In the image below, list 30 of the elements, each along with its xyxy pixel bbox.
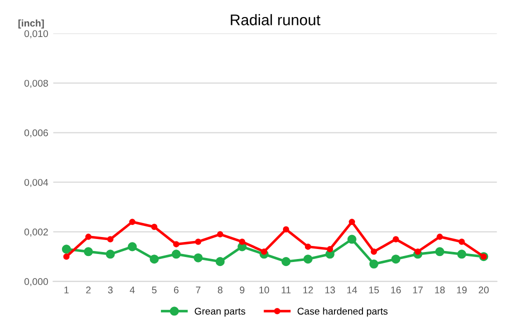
x-tick-label: 9 bbox=[240, 286, 244, 294]
x-tick-label: 7 bbox=[196, 286, 200, 294]
y-tick-label: 0,008 bbox=[24, 80, 48, 88]
x-tick-label: 18 bbox=[435, 286, 445, 294]
y-tick-label: 0,002 bbox=[24, 228, 48, 237]
legend-label: Grean parts bbox=[194, 308, 246, 317]
x-tick-label: 10 bbox=[259, 286, 270, 294]
y-axis-title: [inch] bbox=[18, 19, 44, 29]
x-tick-label: 13 bbox=[325, 286, 335, 294]
y-tick-label: 0,006 bbox=[24, 129, 48, 138]
x-tick-label: 8 bbox=[218, 286, 222, 294]
x-tick-label: 12 bbox=[303, 286, 313, 294]
x-tick-label: 6 bbox=[174, 286, 178, 294]
x-tick-label: 1 bbox=[64, 286, 69, 294]
x-tick-label: 15 bbox=[369, 286, 379, 294]
x-tick-label: 20 bbox=[478, 286, 489, 294]
x-tick-label: 2 bbox=[86, 286, 91, 294]
chart-title: Radial runout bbox=[230, 14, 320, 26]
x-tick-label: 5 bbox=[152, 286, 157, 294]
x-tick-label: 3 bbox=[108, 286, 113, 294]
x-tick-label: 11 bbox=[282, 286, 291, 294]
y-tick-label: 0,000 bbox=[24, 278, 48, 286]
legend-label: Case hardened parts bbox=[298, 308, 388, 317]
y-tick-label: 0,004 bbox=[24, 178, 48, 188]
x-tick-label: 16 bbox=[391, 286, 401, 294]
y-tick-label: 0,010 bbox=[24, 30, 48, 38]
x-tick-label: 14 bbox=[347, 286, 358, 294]
x-tick-label: 4 bbox=[130, 286, 135, 294]
x-tick-label: 19 bbox=[457, 286, 467, 294]
x-tick-label: 17 bbox=[413, 286, 423, 294]
